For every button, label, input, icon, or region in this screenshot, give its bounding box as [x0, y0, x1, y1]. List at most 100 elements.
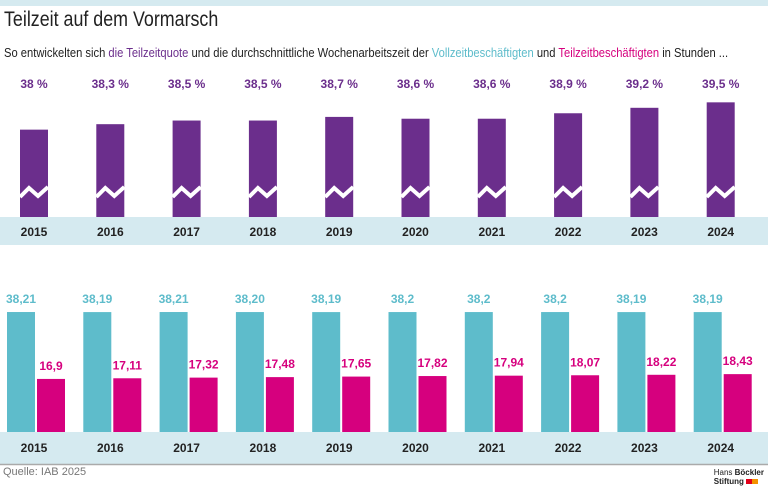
subtitle-text: So entwickelten sich — [4, 45, 109, 60]
x-tick-label: 2018 — [250, 441, 277, 455]
subtitle-text: in Stunden ... — [659, 45, 729, 60]
logo: Hans Böckler Stiftung — [714, 468, 764, 486]
x-tick-label: 2016 — [97, 225, 124, 239]
logo-mark — [746, 479, 753, 484]
bar-teilzeit — [647, 374, 676, 432]
bar-teilzeitquote — [325, 116, 354, 217]
x-tick-label: 2022 — [555, 225, 582, 239]
data-label: 38,19 — [311, 292, 341, 306]
x-tick-label: 2020 — [402, 441, 429, 455]
x-tick-label: 2017 — [173, 441, 200, 455]
axis-break-mark — [94, 185, 126, 199]
subtitle-text: und — [533, 45, 559, 60]
bar-vollzeit — [388, 312, 417, 432]
data-label: 38,2 — [391, 292, 415, 306]
bar-teilzeit — [494, 375, 523, 432]
x-tick-label: 2021 — [478, 225, 505, 239]
bar-teilzeit — [723, 374, 752, 432]
x-tick-label: 2015 — [21, 225, 48, 239]
data-label: 18,07 — [570, 355, 600, 369]
bar-teilzeitquote — [172, 120, 201, 217]
data-label: 38,19 — [693, 292, 723, 306]
bar-teilzeit — [113, 378, 142, 432]
data-label: 38,19 — [82, 292, 112, 306]
data-label: 39,2 % — [626, 77, 664, 91]
bar-vollzeit — [312, 312, 341, 432]
data-label: 38,6 % — [473, 77, 511, 91]
data-label: 38,5 % — [244, 77, 282, 91]
x-tick-label: 2023 — [631, 441, 658, 455]
axis-break-mark — [18, 185, 50, 199]
data-label: 17,94 — [494, 356, 524, 370]
axis-break-mark — [552, 185, 584, 199]
x-tick-label: 2015 — [21, 441, 48, 455]
data-label: 38 % — [20, 77, 48, 91]
bar-teilzeit — [189, 377, 218, 432]
subtitle-vollzeit: Vollzeitbeschäftigten — [431, 45, 534, 60]
bar-teilzeit — [418, 376, 447, 432]
bar-teilzeit — [265, 377, 294, 432]
logo-mark — [752, 479, 759, 484]
x-tick-label: 2020 — [402, 225, 429, 239]
data-label: 16,9 — [39, 359, 63, 373]
data-label: 38,9 % — [549, 77, 587, 91]
axis-break-mark — [476, 185, 508, 199]
axis-break-mark — [400, 185, 431, 199]
bar-vollzeit — [159, 312, 188, 432]
x-tick-label: 2024 — [707, 225, 734, 239]
subtitle-teilzeit: Teilzeitbeschäftigten — [558, 45, 660, 60]
bar-vollzeit — [83, 312, 112, 432]
subtitle-teilzeitquote: die Teilzeitquote — [108, 45, 189, 60]
x-tick-label: 2021 — [478, 441, 505, 455]
chart-title: Teilzeit auf dem Vormarsch — [4, 8, 219, 31]
data-label: 17,32 — [189, 358, 219, 372]
bar-teilzeit — [571, 375, 600, 432]
data-label: 38,7 % — [321, 77, 359, 91]
data-label: 17,82 — [417, 356, 447, 370]
data-label: 38,6 % — [397, 77, 435, 91]
data-label: 38,21 — [6, 292, 36, 306]
x-tick-label: 2019 — [326, 441, 353, 455]
data-label: 17,65 — [341, 357, 371, 371]
bar-vollzeit — [235, 312, 264, 432]
bar-vollzeit — [693, 312, 722, 432]
data-label: 39,5 % — [702, 77, 740, 91]
bar-teilzeitquote — [401, 118, 430, 217]
data-label: 17,48 — [265, 357, 295, 371]
data-label: 38,21 — [159, 292, 189, 306]
data-label: 38,3 % — [92, 77, 130, 91]
x-tick-label: 2017 — [173, 225, 200, 239]
data-label: 38,19 — [616, 292, 646, 306]
data-label: 18,43 — [723, 354, 753, 368]
data-label: 38,5 % — [168, 77, 206, 91]
bar-teilzeitquote — [96, 124, 125, 217]
bar-teilzeitquote — [554, 113, 583, 217]
bar-teilzeitquote — [477, 118, 506, 217]
x-axis-band — [0, 432, 768, 464]
data-label: 38,20 — [235, 292, 265, 306]
bar-teilzeitquote — [20, 129, 48, 217]
chart-subtitle: So entwickelten sich die Teilzeitquote u… — [4, 45, 728, 60]
x-tick-label: 2024 — [707, 441, 734, 455]
bar-vollzeit — [464, 312, 493, 432]
data-label: 18,22 — [646, 355, 676, 369]
axis-break-mark — [705, 185, 737, 199]
x-tick-label: 2019 — [326, 225, 353, 239]
logo-text: Stiftung — [713, 477, 744, 486]
logo-text: Hans — [713, 468, 735, 477]
bar-vollzeit — [541, 312, 570, 432]
data-label: 38,2 — [467, 292, 491, 306]
x-axis-band — [0, 217, 768, 245]
subtitle-text: und die durchschnittliche Wochenarbeitsz… — [188, 45, 432, 60]
bar-teilzeit — [37, 378, 65, 432]
bar-teilzeit — [342, 376, 371, 432]
bar-teilzeitquote — [706, 102, 735, 217]
x-tick-label: 2018 — [250, 225, 277, 239]
axis-break-mark — [628, 185, 660, 199]
top-band — [0, 0, 768, 6]
logo-text: Böckler — [734, 468, 764, 477]
axis-break-mark — [171, 185, 202, 199]
axis-break-mark — [323, 185, 355, 199]
source-note: Quelle: IAB 2025 — [3, 466, 87, 478]
